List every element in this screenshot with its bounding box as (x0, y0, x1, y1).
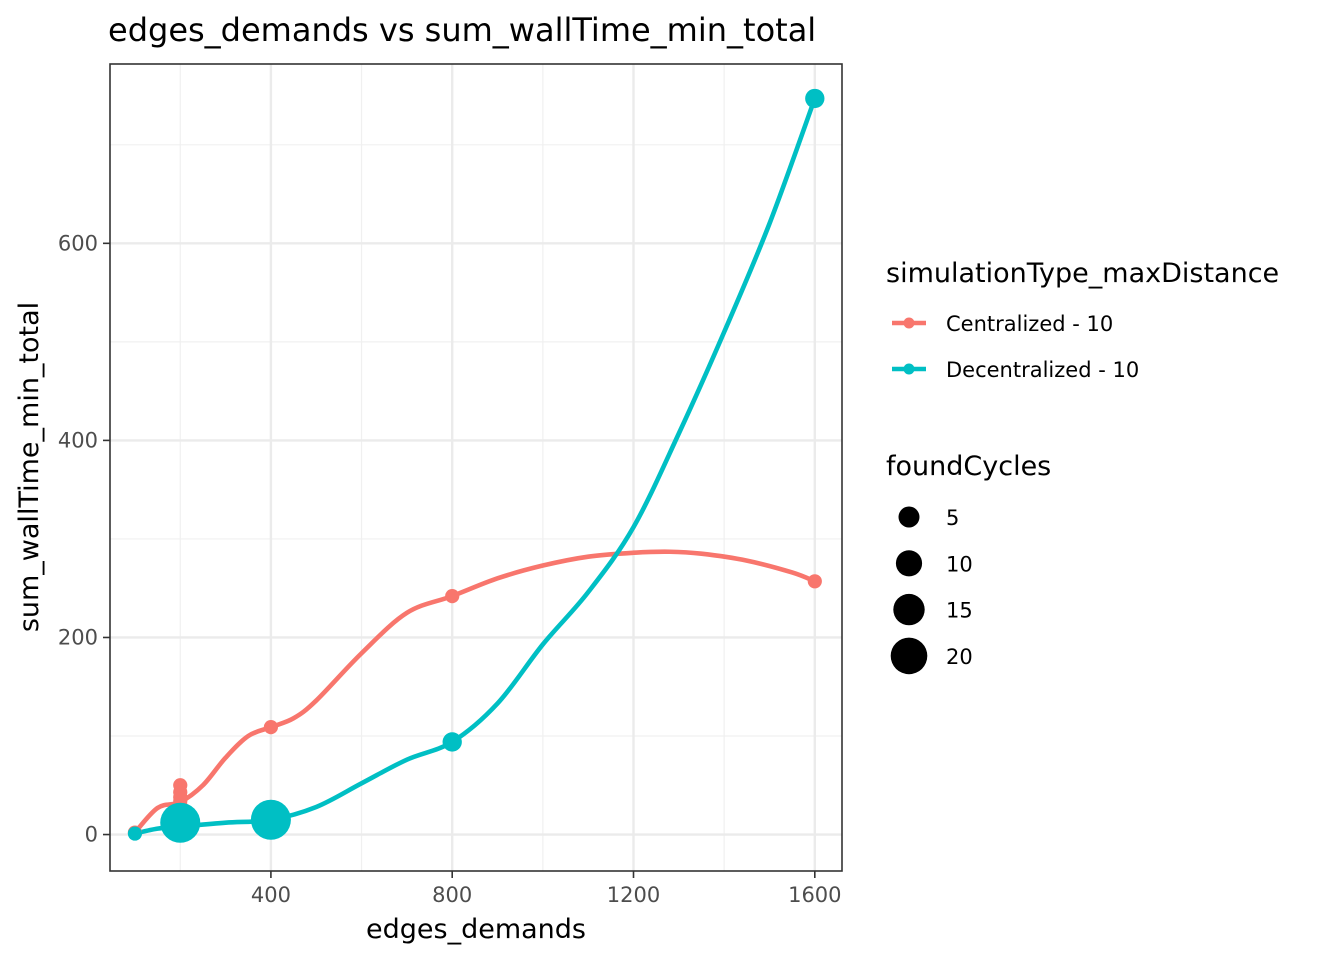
legend-size-title: foundCycles (886, 451, 1051, 482)
y-tick-label: 600 (58, 231, 98, 255)
legend-color-title: simulationType_maxDistance (886, 258, 1279, 289)
legend-key-point (903, 317, 915, 329)
plot-panel (109, 63, 843, 872)
legend-size-key (893, 593, 925, 626)
x-tick-label: 800 (432, 883, 472, 907)
y-axis-title: sum_wallTime_min_total (14, 302, 45, 632)
legend-size-label: 5 (946, 506, 959, 530)
legend-size-label: 10 (946, 552, 973, 576)
plot-border (109, 63, 843, 872)
x-axis: 400 800 1200 1600 (251, 871, 842, 907)
legend-size-label: 20 (946, 645, 973, 669)
data-point (263, 720, 279, 735)
series-line (132, 96, 818, 836)
x-axis-title: edges_demands (366, 914, 586, 945)
legend-size-key (895, 550, 923, 577)
x-tick-label: 1600 (788, 883, 841, 907)
plot-background (110, 64, 842, 871)
series-points (127, 88, 825, 843)
y-tick-label: 200 (58, 625, 98, 649)
legend-label: Decentralized - 10 (946, 358, 1139, 382)
y-axis: 0 200 400 600 (58, 231, 110, 847)
x-tick-label: 1200 (607, 883, 660, 907)
data-point (250, 799, 291, 840)
data-point (173, 778, 188, 793)
x-tick-label: 400 (251, 883, 291, 907)
data-point (807, 574, 822, 589)
chart-title: edges_demands vs sum_wallTime_min_total (108, 11, 816, 49)
data-point (442, 732, 462, 752)
data-point (805, 88, 825, 109)
legend-size-label: 15 (946, 599, 973, 623)
series-line (132, 549, 818, 835)
data-point (127, 826, 143, 841)
legend-size-key (890, 637, 928, 675)
minor-grid (110, 64, 842, 871)
legend-size-key (898, 506, 920, 528)
legend-size-keys: 5 10 15 20 (890, 506, 973, 675)
legend-key-point (903, 363, 915, 375)
legend-color-keys: Centralized - 10 Decentralized - 10 (892, 312, 1139, 382)
y-tick-label: 0 (85, 823, 98, 847)
y-tick-label: 400 (58, 428, 98, 452)
legend: simulationType_maxDistance Centralized -… (886, 258, 1279, 675)
data-point (445, 588, 460, 604)
series-lines (132, 96, 818, 836)
data-point (160, 802, 201, 843)
legend-label: Centralized - 10 (946, 312, 1113, 336)
